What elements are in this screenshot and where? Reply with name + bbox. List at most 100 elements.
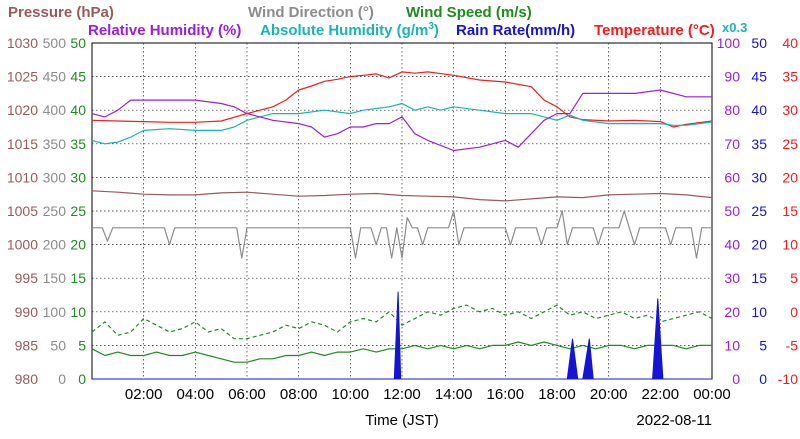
date-label: 2022-08-11	[636, 412, 712, 429]
y-tick-temperature: 10	[782, 237, 798, 253]
y-tick-wind-speed: 30	[70, 169, 86, 185]
y-tick-wind-speed: 10	[70, 304, 86, 320]
y-tick-pressure: 985	[15, 337, 39, 353]
y-tick-temperature: 40	[782, 35, 798, 51]
y-tick-wind-speed: 50	[70, 35, 86, 51]
y-tick-pressure: 1015	[7, 136, 38, 152]
y-tick-wind-direction: 450	[43, 69, 67, 85]
series-temperature	[91, 71, 713, 128]
x-axis-label: Time (JST)	[365, 412, 439, 429]
y-tick-temperature: 35	[782, 69, 798, 85]
legend-item-5: Rain Rate(mm/h)	[456, 22, 575, 39]
y-tick-wind-speed: 45	[70, 69, 86, 85]
x-tick-label: 02:00	[125, 386, 163, 403]
legend-item-0: Pressure (hPa)	[8, 4, 114, 21]
series-wind-speed-gust	[91, 304, 713, 340]
y-tick-relative-humidity: 100	[717, 35, 741, 51]
y-tick-wind-direction: 250	[43, 203, 67, 219]
x-tick-label: 16:00	[487, 386, 525, 403]
y-tick-wind-speed: 35	[70, 136, 86, 152]
y-tick-wind-speed: 5	[78, 337, 86, 353]
x-tick-label: 04:00	[177, 386, 215, 403]
y-tick-temperature: 20	[782, 169, 798, 185]
y-tick-wind-direction: 350	[43, 136, 67, 152]
y-tick-rain-rate: 30	[751, 169, 767, 185]
y-tick-wind-direction: 500	[43, 35, 67, 51]
y-tick-wind-speed: 25	[70, 203, 86, 219]
chart-series	[91, 71, 713, 380]
y-tick-pressure: 1020	[7, 102, 38, 118]
legend-item-1: Wind Direction (°)	[248, 4, 374, 21]
x-tick-label: 00:00	[693, 386, 731, 403]
y-tick-wind-direction: 0	[58, 371, 66, 387]
y-tick-rain-rate: 50	[751, 35, 767, 51]
y-tick-rain-rate: 45	[751, 69, 767, 85]
y-tick-rain-rate: 0	[759, 371, 767, 387]
y-tick-relative-humidity: 80	[724, 102, 740, 118]
x-tick-label: 10:00	[332, 386, 370, 403]
y-tick-relative-humidity: 20	[724, 304, 740, 320]
y-tick-wind-direction: 100	[43, 304, 67, 320]
y-tick-rain-rate: 5	[759, 337, 767, 353]
y-tick-relative-humidity: 0	[732, 371, 740, 387]
y-tick-relative-humidity: 40	[724, 237, 740, 253]
y-tick-relative-humidity: 10	[724, 337, 740, 353]
y-tick-rain-rate: 40	[751, 102, 767, 118]
series-wind-direction	[92, 210, 712, 259]
y-tick-rain-rate: 35	[751, 136, 767, 152]
y-tick-relative-humidity: 90	[724, 69, 740, 85]
legend-item-3: Relative Humidity (%)	[88, 22, 241, 39]
y-tick-rain-rate: 25	[751, 203, 767, 219]
series-rain-rate	[92, 291, 712, 380]
legend-item-2: Wind Speed (m/s)	[406, 4, 532, 21]
y-tick-wind-speed: 0	[78, 371, 86, 387]
y-tick-pressure: 1005	[7, 203, 38, 219]
y-tick-pressure: 1030	[7, 35, 38, 51]
x-tick-label: 18:00	[538, 386, 576, 403]
chart-axes: 1030102510201015101010051000995990985980…	[7, 35, 798, 403]
y-tick-relative-humidity: 50	[724, 203, 740, 219]
x-tick-label: 12:00	[383, 386, 421, 403]
legend-item-4: Absolute Humidity (g/m3)	[260, 21, 439, 39]
series-absolute-humidity	[91, 102, 713, 145]
y-tick-wind-direction: 300	[43, 169, 67, 185]
y-tick-wind-speed: 20	[70, 237, 86, 253]
x-tick-label: 20:00	[590, 386, 628, 403]
y-tick-temperature: -10	[778, 371, 798, 387]
x-tick-label: 06:00	[228, 386, 266, 403]
y-tick-wind-direction: 150	[43, 270, 67, 286]
y-tick-pressure: 990	[15, 304, 39, 320]
y-tick-wind-direction: 200	[43, 237, 67, 253]
y-tick-wind-direction: 400	[43, 102, 67, 118]
y-tick-temperature: -5	[786, 337, 799, 353]
y-tick-pressure: 1000	[7, 237, 38, 253]
y-tick-rain-rate: 20	[751, 237, 767, 253]
y-tick-temperature: 30	[782, 102, 798, 118]
y-tick-relative-humidity: 70	[724, 136, 740, 152]
y-tick-temperature: 0	[790, 304, 798, 320]
y-tick-pressure: 995	[15, 270, 39, 286]
x-tick-label: 22:00	[642, 386, 680, 403]
y-tick-relative-humidity: 60	[724, 169, 740, 185]
y-tick-pressure: 1010	[7, 169, 38, 185]
y-tick-pressure: 1025	[7, 69, 38, 85]
y-tick-rain-rate: 10	[751, 304, 767, 320]
series-pressure	[91, 190, 713, 202]
y-tick-relative-humidity: 30	[724, 270, 740, 286]
x-tick-label: 08:00	[280, 386, 318, 403]
y-tick-pressure: 980	[15, 371, 39, 387]
y-tick-rain-rate: 15	[751, 270, 767, 286]
legend-item-6: Temperature (°C)	[594, 22, 715, 39]
abs-humidity-multiplier: x0.3	[722, 20, 747, 35]
x-tick-label: 14:00	[435, 386, 473, 403]
series-relative-humidity	[91, 89, 712, 152]
y-tick-wind-direction: 50	[50, 337, 66, 353]
y-tick-temperature: 5	[790, 270, 798, 286]
y-tick-wind-speed: 15	[70, 270, 86, 286]
series-wind-speed	[91, 341, 712, 363]
chart-legend: Pressure (hPa) Wind Direction (°) Wind Spe…	[8, 4, 747, 39]
y-tick-wind-speed: 40	[70, 102, 86, 118]
y-tick-temperature: 15	[782, 203, 798, 219]
